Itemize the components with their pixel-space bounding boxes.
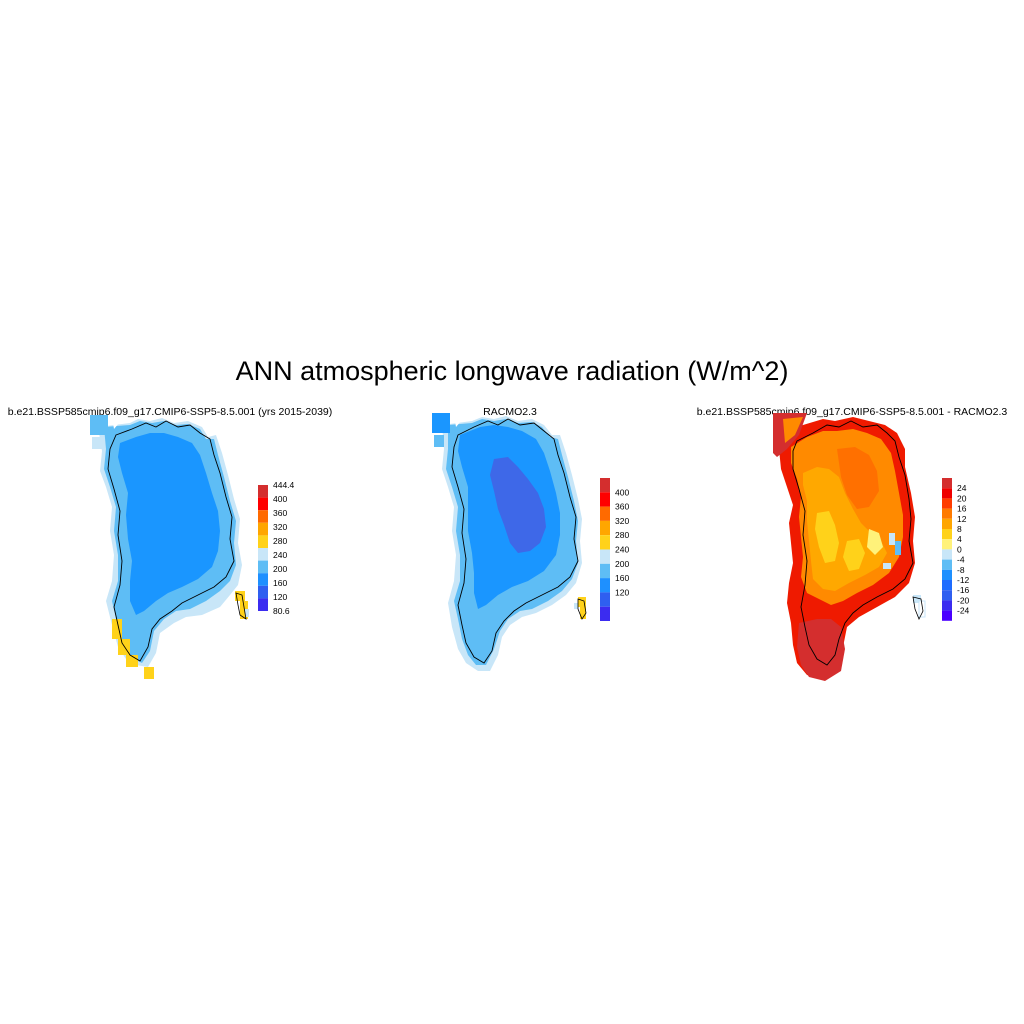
colorbar-swatch (258, 497, 268, 511)
colorbar-tick-label: 200 (615, 559, 629, 569)
colorbar-tick-label: 280 (615, 530, 629, 540)
colorbar-tick-label: 12 (957, 514, 967, 524)
colorbar-swatch (600, 563, 610, 579)
colorbar-tick-label: 4 (957, 534, 962, 544)
colorbar-swatch (258, 535, 268, 548)
colorbar-tick-label: -4 (957, 555, 965, 565)
colorbar-swatch (942, 559, 952, 570)
colorbar-swatch (258, 573, 268, 586)
colorbar-swatch (600, 606, 610, 621)
colorbar-swatch (942, 569, 952, 580)
colorbar-swatch (942, 518, 952, 529)
colorbar-tick-label: -12 (957, 575, 970, 585)
colorbar-swatch (942, 529, 952, 540)
colorbar-tick-label: -24 (957, 606, 970, 616)
panel-1-map (90, 415, 249, 679)
colorbar-tick-label: 160 (273, 578, 287, 588)
colorbar-swatch (600, 592, 610, 607)
colorbar-swatch (942, 488, 952, 499)
colorbar-tick-label: 20 (957, 493, 967, 503)
colorbar-tick-label: -20 (957, 595, 970, 605)
colorbar-tick-label: 320 (615, 516, 629, 526)
colorbar-swatch (942, 478, 952, 489)
colorbar-swatch (600, 535, 610, 550)
colorbar-tick-label: 240 (273, 550, 287, 560)
colorbar-swatch (942, 610, 952, 621)
colorbar-swatch (258, 560, 268, 574)
colorbar-swatch (942, 580, 952, 591)
colorbar-swatch (942, 600, 952, 611)
colorbar-swatch (942, 590, 952, 601)
panel-2-colorbar: 400 360 320 280 240 200 160 120 (600, 478, 629, 621)
colorbar-tick-label: 360 (615, 502, 629, 512)
colorbar-swatch (258, 522, 268, 536)
colorbar-swatch (600, 506, 610, 521)
panel-1-colorbar: 444.4 400 360 320 280 240 200 160 120 80.6 (258, 480, 295, 616)
panel-2-title: RACMO2.3 (483, 406, 537, 418)
colorbar-tick-label: -16 (957, 585, 970, 595)
colorbar-tick-label: 8 (957, 524, 962, 534)
colorbar-tick-label: 24 (957, 483, 967, 493)
colorbar-tick-label: 0 (957, 544, 962, 554)
colorbar-swatch (942, 539, 952, 550)
colorbar-tick-label: -8 (957, 565, 965, 575)
colorbar-swatch (258, 585, 268, 599)
colorbar-tick-label: 16 (957, 504, 967, 514)
colorbar-swatch (258, 510, 268, 523)
colorbar-tick-label: 80.6 (273, 606, 290, 616)
colorbar-tick-label: 120 (615, 587, 629, 597)
panel-2-map (432, 413, 587, 671)
colorbar-swatch (942, 508, 952, 519)
colorbar-swatch (600, 520, 610, 536)
colorbar-tick-label: 160 (615, 573, 629, 583)
colorbar-tick-label: 400 (615, 487, 629, 497)
colorbar-swatch (942, 498, 952, 509)
colorbar-swatch (258, 485, 268, 498)
colorbar-swatch (600, 492, 610, 507)
colorbar-tick-label: 200 (273, 564, 287, 574)
colorbar-swatch (258, 598, 268, 611)
colorbar-tick-label: 400 (273, 494, 287, 504)
colorbar-swatch (942, 549, 952, 560)
colorbar-tick-label: 240 (615, 545, 629, 555)
colorbar-swatch (600, 578, 610, 593)
colorbar-swatch (600, 549, 610, 564)
panel-1-title: b.e21.BSSP585cmip6.f09_g17.CMIP6-SSP5-8.… (7, 406, 333, 418)
colorbar-tick-label: 360 (273, 508, 287, 518)
colorbar-swatch (258, 548, 268, 561)
colorbar-tick-label: 120 (273, 592, 287, 602)
colorbar-tick-label: 280 (273, 536, 287, 546)
colorbar-tick-label: 444.4 (273, 480, 295, 490)
panel-3-map (773, 413, 926, 681)
colorbar-tick-label: 320 (273, 522, 287, 532)
figure-title: ANN atmospheric longwave radiation (W/m^… (235, 356, 789, 386)
colorbar-swatch (600, 478, 610, 493)
